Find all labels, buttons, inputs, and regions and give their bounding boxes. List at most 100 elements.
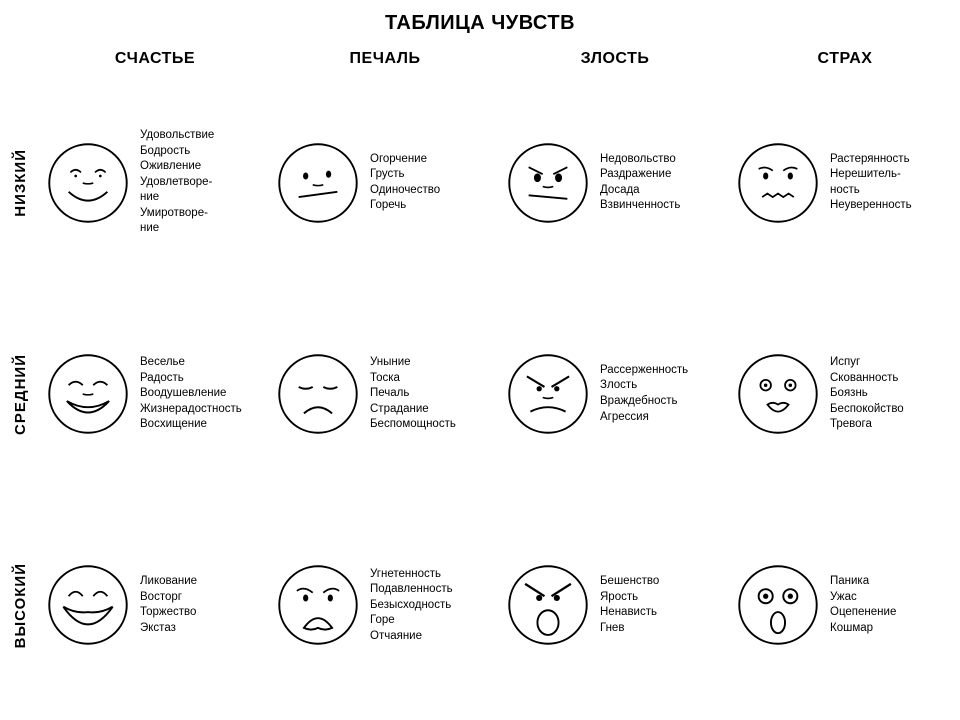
word-item: Бешенство — [600, 574, 724, 590]
word-item: Восторг — [140, 590, 264, 606]
face-angry-high-icon — [502, 561, 594, 649]
page-title: ТАБЛИЦА ЧУВСТВ — [0, 0, 960, 41]
word-item: Досада — [600, 183, 724, 199]
word-item: Враждебность — [600, 394, 724, 410]
cell-mid-sadness: УныниеТоскаПечальСтраданиеБеспомощность — [270, 288, 500, 499]
words-high-anger: БешенствоЯростьНенавистьГнев — [600, 574, 728, 636]
word-item: Огорчение — [370, 152, 494, 168]
word-item: Страдание — [370, 402, 494, 418]
word-item: Недовольство — [600, 152, 724, 168]
word-item: Паника — [830, 574, 954, 590]
word-item: Гнев — [600, 621, 724, 637]
word-item: Печаль — [370, 386, 494, 402]
cell-mid-happiness: ВесельеРадостьВоодушевлениеЖизнерадостно… — [40, 288, 270, 499]
word-item: Горечь — [370, 198, 494, 214]
word-item: Ужас — [830, 590, 954, 606]
word-item: Безысходность — [370, 598, 494, 614]
words-mid-happiness: ВесельеРадостьВоодушевлениеЖизнерадостно… — [140, 355, 268, 433]
feelings-grid: СЧАСТЬЕ ПЕЧАЛЬ ЗЛОСТЬ СТРАХ НИЗКИЙ Удово… — [0, 41, 960, 711]
cell-high-anger: БешенствоЯростьНенавистьГнев — [500, 500, 730, 711]
cell-low-fear: РастерянностьНерешитель-ностьНеувереннос… — [730, 77, 960, 288]
face-sad-mid-icon — [272, 350, 364, 438]
word-item: Оживление — [140, 159, 264, 175]
word-item: Боязнь — [830, 386, 954, 402]
words-mid-anger: РассерженностьЗлостьВраждебностьАгрессия — [600, 363, 728, 425]
cell-high-happiness: ЛикованиеВосторгТоржествоЭкстаз — [40, 500, 270, 711]
cell-low-happiness: УдовольствиеБодростьОживлениеУдовлетворе… — [40, 77, 270, 288]
face-happy-low-icon — [42, 139, 134, 227]
word-item: Восхищение — [140, 417, 264, 433]
words-mid-fear: ИспугСкованностьБоязньБеспокойствоТревог… — [830, 355, 958, 433]
face-fear-low-icon — [732, 139, 824, 227]
word-item: Тоска — [370, 371, 494, 387]
row-header-high: ВЫСОКИЙ — [0, 500, 40, 711]
cell-high-sadness: УгнетенностьПодавленностьБезысходностьГо… — [270, 500, 500, 711]
word-item: Подавленность — [370, 582, 494, 598]
word-item: Неуверенность — [830, 198, 954, 214]
face-sad-low-icon — [272, 139, 364, 227]
word-item: Нерешитель- — [830, 167, 954, 183]
word-item: Скованность — [830, 371, 954, 387]
face-fear-mid-icon — [732, 350, 824, 438]
cell-high-fear: ПаникаУжасОцепенениеКошмар — [730, 500, 960, 711]
words-high-fear: ПаникаУжасОцепенениеКошмар — [830, 574, 958, 636]
cell-mid-fear: ИспугСкованностьБоязньБеспокойствоТревог… — [730, 288, 960, 499]
word-item: Угнетенность — [370, 567, 494, 583]
face-fear-high-icon — [732, 561, 824, 649]
word-item: Воодушевление — [140, 386, 264, 402]
word-item: Испуг — [830, 355, 954, 371]
word-item: Растерянность — [830, 152, 954, 168]
word-item: Жизнерадостность — [140, 402, 264, 418]
words-low-anger: НедовольствоРаздражениеДосадаВзвинченнос… — [600, 152, 728, 214]
word-item: Веселье — [140, 355, 264, 371]
word-item: Удовольствие — [140, 128, 264, 144]
word-item: Уныние — [370, 355, 494, 371]
word-item: Горе — [370, 613, 494, 629]
word-item: Грусть — [370, 167, 494, 183]
word-item: Раздражение — [600, 167, 724, 183]
word-item: Ликование — [140, 574, 264, 590]
cell-low-sadness: ОгорчениеГрустьОдиночествоГоречь — [270, 77, 500, 288]
word-item: Бодрость — [140, 144, 264, 160]
words-high-happiness: ЛикованиеВосторгТоржествоЭкстаз — [140, 574, 268, 636]
face-happy-high-icon — [42, 561, 134, 649]
cell-mid-anger: РассерженностьЗлостьВраждебностьАгрессия — [500, 288, 730, 499]
col-header-happiness: СЧАСТЬЕ — [40, 41, 270, 77]
face-angry-mid-icon — [502, 350, 594, 438]
words-mid-sadness: УныниеТоскаПечальСтраданиеБеспомощность — [370, 355, 498, 433]
word-item: Торжество — [140, 605, 264, 621]
words-high-sadness: УгнетенностьПодавленностьБезысходностьГо… — [370, 567, 498, 645]
word-item: Беспокойство — [830, 402, 954, 418]
row-header-low: НИЗКИЙ — [0, 77, 40, 288]
word-item: Отчаяние — [370, 629, 494, 645]
word-item: Удовлетворе- — [140, 175, 264, 191]
word-item: Кошмар — [830, 621, 954, 637]
word-item: Взвинченность — [600, 198, 724, 214]
word-item: Рассерженность — [600, 363, 724, 379]
word-item: Беспомощность — [370, 417, 494, 433]
word-item: Агрессия — [600, 410, 724, 426]
word-item: Ненависть — [600, 605, 724, 621]
grid-corner — [0, 41, 40, 77]
col-header-fear: СТРАХ — [730, 41, 960, 77]
word-item: Ярость — [600, 590, 724, 606]
face-sad-high-icon — [272, 561, 364, 649]
col-header-anger: ЗЛОСТЬ — [500, 41, 730, 77]
face-angry-low-icon — [502, 139, 594, 227]
word-item: ние — [140, 221, 264, 237]
words-low-sadness: ОгорчениеГрустьОдиночествоГоречь — [370, 152, 498, 214]
row-header-mid: СРЕДНИЙ — [0, 288, 40, 499]
word-item: Умиротворе- — [140, 206, 264, 222]
word-item: Оцепенение — [830, 605, 954, 621]
words-low-fear: РастерянностьНерешитель-ностьНеувереннос… — [830, 152, 958, 214]
word-item: Одиночество — [370, 183, 494, 199]
word-item: Тревога — [830, 417, 954, 433]
word-item: Злость — [600, 378, 724, 394]
word-item: ность — [830, 183, 954, 199]
word-item: ние — [140, 190, 264, 206]
word-item: Радость — [140, 371, 264, 387]
cell-low-anger: НедовольствоРаздражениеДосадаВзвинченнос… — [500, 77, 730, 288]
col-header-sadness: ПЕЧАЛЬ — [270, 41, 500, 77]
face-happy-mid-icon — [42, 350, 134, 438]
word-item: Экстаз — [140, 621, 264, 637]
